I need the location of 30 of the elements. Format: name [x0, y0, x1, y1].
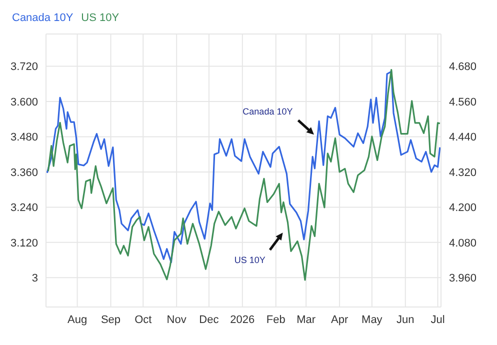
- y2-tick-label: 4.440: [449, 132, 477, 144]
- x-tick-label: Mar: [296, 314, 316, 326]
- y-tick-label: 3.720: [10, 61, 38, 74]
- x-tick-label: 2026: [230, 314, 255, 326]
- y2-tick-label: 3.960: [449, 272, 477, 285]
- y-tick-label: 3: [32, 272, 38, 285]
- y2-tick-label: 4.680: [449, 61, 477, 74]
- text: US 10Y: [81, 12, 120, 24]
- x-tick-label: Oct: [134, 314, 152, 326]
- y2-tick-label: 4.320: [449, 166, 477, 179]
- x-tick-label: Jun: [396, 314, 414, 326]
- x-tick-label: Aug: [68, 314, 88, 326]
- annotation: US 10Y: [234, 254, 266, 265]
- y-tick-label: 3.240: [10, 202, 38, 214]
- annotation: Canada 10Y: [242, 106, 293, 116]
- x-tick-label: May: [362, 314, 383, 326]
- x-tick-label: Nov: [166, 314, 187, 326]
- x-tick-label: Apr: [330, 314, 348, 326]
- x-tick-label: Jul: [430, 314, 445, 326]
- y-tick-label: 3.480: [10, 132, 38, 144]
- y2-tick-label: 4.200: [449, 202, 477, 214]
- x-tick-label: Dec: [199, 314, 220, 326]
- y-tick-label: 3.120: [10, 237, 38, 250]
- x-tick-label: Feb: [266, 314, 286, 326]
- y2-tick-label: 4.080: [449, 237, 477, 250]
- y2-tick-label: 4.560: [449, 96, 477, 108]
- y-tick-label: 3.600: [10, 96, 38, 108]
- text: Canada 10Y: [12, 12, 74, 24]
- y-tick-label: 3.360: [10, 166, 38, 179]
- x-tick-label: Sep: [100, 314, 121, 326]
